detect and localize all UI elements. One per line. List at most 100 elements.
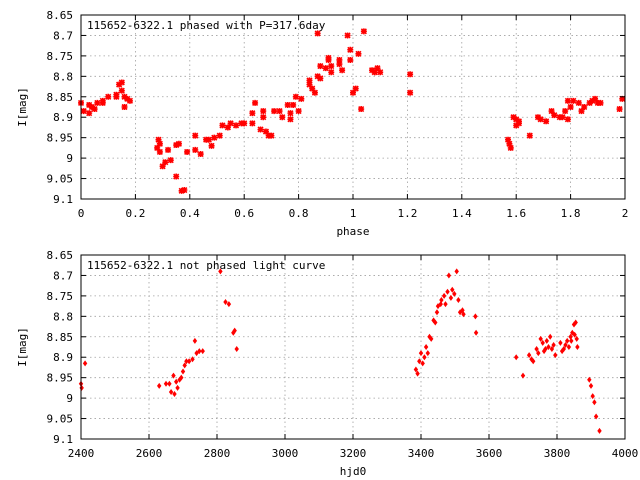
data-point — [211, 134, 218, 141]
data-point — [514, 354, 519, 361]
data-point — [570, 329, 575, 336]
data-point — [506, 140, 513, 147]
data-point — [407, 71, 414, 78]
data-point — [434, 309, 440, 316]
data-point — [171, 372, 176, 379]
y-tick-label: 8.75 — [47, 50, 74, 63]
data-point — [179, 374, 184, 381]
data-point — [159, 163, 166, 170]
data-point — [473, 329, 479, 336]
data-point — [526, 132, 533, 139]
data-point — [186, 358, 192, 365]
data-point — [118, 79, 125, 86]
data-point — [175, 140, 182, 147]
data-point — [79, 384, 84, 391]
data-point — [418, 350, 424, 357]
y-axis-label: I[mag] — [16, 327, 29, 367]
data-point — [218, 268, 223, 275]
data-point — [543, 346, 548, 353]
data-point — [276, 108, 283, 115]
data-point — [317, 75, 324, 82]
data-point — [573, 319, 578, 326]
x-tick-label: 0.8 — [289, 207, 309, 220]
data-point — [417, 358, 422, 365]
data-point — [168, 388, 174, 395]
data-point — [564, 116, 571, 123]
data-point — [219, 122, 226, 129]
data-point — [564, 97, 571, 104]
data-point — [80, 108, 87, 115]
y-tick-label: 8.85 — [47, 331, 74, 344]
data-point — [445, 288, 450, 295]
y-tick-label: 8.8 — [53, 70, 73, 83]
data-point — [438, 301, 443, 308]
data-point — [454, 268, 459, 275]
data-point — [569, 337, 574, 344]
data-point — [423, 344, 429, 350]
grid-lines — [81, 255, 625, 439]
data-point — [355, 50, 362, 57]
data-point — [163, 380, 169, 387]
axis-ticks — [80, 14, 626, 200]
data-point — [544, 337, 549, 344]
data-point — [317, 63, 324, 70]
data-point — [541, 348, 547, 355]
x-tick-label: 2400 — [68, 447, 95, 460]
y-tick-label: 8.75 — [47, 290, 74, 303]
data-point — [537, 116, 544, 123]
data-point — [173, 141, 180, 149]
data-point — [568, 333, 573, 340]
phased-light-curve-panel: 0 0.2 0.4 0.6 0.8 1 1.2 1.4 1.6 1.8 2 8.658.78.758… — [16, 9, 628, 238]
data-point — [223, 299, 228, 306]
data-point — [587, 376, 592, 383]
data-point — [592, 95, 599, 102]
data-point — [192, 146, 199, 153]
data-point — [178, 187, 185, 194]
data-point — [156, 140, 163, 147]
data-point — [520, 372, 526, 379]
data-point — [260, 114, 267, 121]
data-point — [172, 391, 177, 398]
y-tick-label: 8.95 — [47, 132, 74, 145]
data-point — [562, 108, 569, 115]
data-point — [507, 144, 514, 151]
data-point — [559, 114, 566, 121]
data-point — [284, 101, 291, 109]
data-point — [473, 313, 478, 320]
data-point — [257, 126, 264, 133]
unphased-light-curve-panel: 2400 2600 2800 3000 3200 3400 3600 3800 4000 8.6… — [16, 249, 638, 478]
x-axis-label: hjd0 — [340, 465, 367, 478]
data-point — [374, 65, 381, 72]
data-point — [298, 95, 305, 102]
data-point — [538, 335, 543, 342]
data-point — [157, 382, 162, 389]
chart-title: 115652-6322.1 phased with P=317.6day — [87, 19, 326, 32]
y-tick-label: 9.05 — [47, 173, 74, 186]
data-point — [563, 341, 568, 348]
data-point — [352, 85, 359, 92]
data-point — [446, 272, 452, 279]
x-tick-labels: 0 0.2 0.4 0.6 0.8 1 1.2 1.4 1.6 1.8 2 — [78, 207, 629, 220]
data-point — [154, 144, 161, 151]
data-point — [271, 108, 278, 115]
data-point — [597, 427, 602, 434]
x-tick-label: 0.4 — [180, 207, 200, 220]
data-point — [443, 301, 448, 308]
axis-ticks — [80, 254, 626, 440]
data-point — [182, 362, 187, 369]
data-point — [358, 105, 365, 113]
data-point — [448, 294, 454, 301]
data-point — [548, 108, 555, 115]
data-point — [311, 89, 318, 96]
data-point — [526, 352, 532, 359]
data-point — [175, 384, 180, 391]
x-tick-label: 2800 — [204, 447, 231, 460]
data-point — [425, 350, 430, 357]
data-point — [216, 132, 223, 139]
data-point — [200, 348, 205, 355]
data-point — [349, 89, 357, 96]
data-point — [540, 339, 545, 346]
data-point — [336, 56, 343, 64]
data-point — [581, 103, 588, 111]
x-tick-label: 2 — [622, 207, 629, 220]
